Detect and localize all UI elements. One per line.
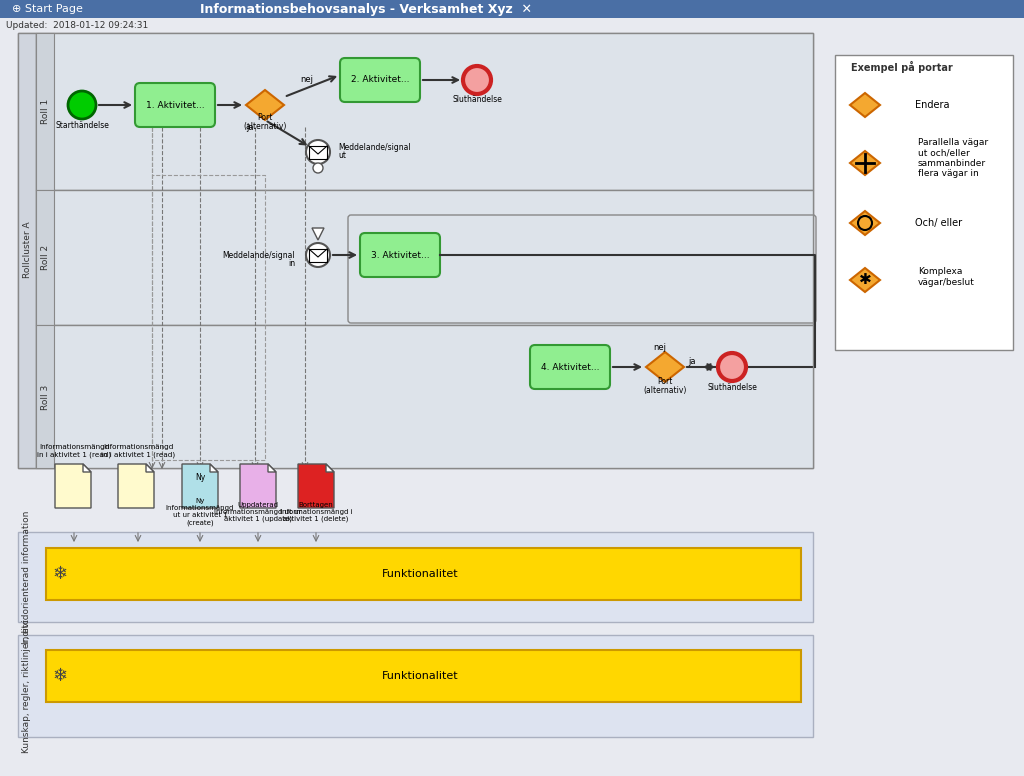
- Circle shape: [68, 91, 96, 119]
- Text: Kunskap, regler, riktlinjer, etc: Kunskap, regler, riktlinjer, etc: [23, 619, 32, 753]
- Polygon shape: [850, 211, 880, 235]
- Text: nej: nej: [300, 75, 313, 85]
- Text: Roll 3: Roll 3: [41, 384, 49, 410]
- Text: Port: Port: [257, 113, 272, 123]
- Text: Informationsmängd
in i aktivitet 1 (read): Informationsmängd in i aktivitet 1 (read…: [101, 444, 175, 458]
- Text: nej: nej: [653, 344, 667, 352]
- Polygon shape: [268, 464, 276, 472]
- Text: Informationsbehovsanalys - Verksamhet Xyz  ✕: Informationsbehovsanalys - Verksamhet Xy…: [200, 2, 532, 16]
- Text: Ny
Informationsmängd
ut ur aktivitet 1
(create): Ny Informationsmängd ut ur aktivitet 1 (…: [166, 498, 234, 526]
- Polygon shape: [83, 464, 91, 472]
- Bar: [36, 33, 54, 190]
- Circle shape: [313, 163, 323, 173]
- Bar: [36, 190, 813, 325]
- Bar: [18, 532, 813, 622]
- Text: (alternativ): (alternativ): [244, 122, 287, 130]
- Text: Meddelande/signal: Meddelande/signal: [338, 144, 411, 153]
- Bar: [18, 635, 813, 737]
- Polygon shape: [850, 93, 880, 117]
- FancyBboxPatch shape: [135, 83, 215, 127]
- Bar: [36, 325, 54, 468]
- Text: ✱: ✱: [859, 272, 871, 287]
- Text: Sluthändelse: Sluthändelse: [707, 383, 757, 392]
- Text: (alternativ): (alternativ): [643, 386, 687, 394]
- Text: Ny: Ny: [195, 473, 205, 483]
- Text: Funktionalitet: Funktionalitet: [382, 671, 459, 681]
- Text: Funktionalitet: Funktionalitet: [382, 569, 459, 579]
- Polygon shape: [55, 464, 91, 508]
- Text: Komplexa
vägar/beslut: Komplexa vägar/beslut: [918, 267, 975, 286]
- Text: Port: Port: [657, 377, 673, 386]
- Polygon shape: [246, 90, 284, 120]
- Bar: [46, 548, 801, 600]
- Polygon shape: [326, 464, 334, 472]
- Polygon shape: [646, 352, 684, 382]
- Text: Roll 2: Roll 2: [41, 244, 49, 269]
- Text: ❄: ❄: [52, 565, 68, 583]
- Polygon shape: [240, 464, 276, 508]
- Text: ⊕ Start Page: ⊕ Start Page: [12, 4, 83, 14]
- Bar: [36, 190, 54, 325]
- Polygon shape: [146, 464, 154, 472]
- FancyBboxPatch shape: [530, 345, 610, 389]
- Text: ja: ja: [246, 123, 254, 131]
- Polygon shape: [210, 464, 218, 472]
- Circle shape: [463, 66, 490, 94]
- Text: Individorienterad information: Individorienterad information: [23, 511, 32, 643]
- Text: Rollcluster A: Rollcluster A: [23, 222, 32, 279]
- Text: Borttagen
Informationsmängd i
aktivitet 1 (delete): Borttagen Informationsmängd i aktivitet …: [280, 502, 352, 522]
- Circle shape: [718, 353, 746, 381]
- Text: Roll 1: Roll 1: [41, 99, 49, 123]
- Polygon shape: [850, 268, 880, 292]
- FancyBboxPatch shape: [360, 233, 440, 277]
- Text: Parallella vägar
ut och/eller
sammanbinder
flera vägar in: Parallella vägar ut och/eller sammanbind…: [918, 138, 988, 178]
- Polygon shape: [118, 464, 154, 508]
- Text: 1. Aktivitet...: 1. Aktivitet...: [145, 101, 205, 109]
- Text: Uppdaterad
informationsmängd ut ur
aktivitet 1 (update): Uppdaterad informationsmängd ut ur aktiv…: [214, 502, 302, 522]
- Polygon shape: [182, 464, 218, 508]
- Text: Sluthändelse: Sluthändelse: [452, 95, 502, 105]
- Polygon shape: [850, 151, 880, 175]
- Polygon shape: [298, 464, 334, 508]
- Bar: [36, 33, 813, 190]
- Text: ut: ut: [338, 151, 346, 161]
- Text: in: in: [288, 258, 295, 268]
- Text: Starthändelse: Starthändelse: [55, 120, 109, 130]
- Bar: [46, 650, 801, 702]
- Polygon shape: [312, 228, 324, 240]
- Circle shape: [306, 243, 330, 267]
- Bar: [36, 325, 813, 468]
- FancyBboxPatch shape: [340, 58, 420, 102]
- Bar: [0, 0, 1024, 18]
- Text: ❄: ❄: [52, 667, 68, 685]
- Bar: [18, 33, 813, 468]
- Bar: [835, 55, 1013, 350]
- Text: Meddelande/signal: Meddelande/signal: [222, 251, 295, 259]
- Text: ja: ja: [688, 358, 695, 366]
- Circle shape: [306, 140, 330, 164]
- Text: 3. Aktivitet...: 3. Aktivitet...: [371, 251, 429, 259]
- Text: Exempel på portar: Exempel på portar: [851, 61, 953, 73]
- Bar: [18, 33, 36, 468]
- Text: Och/ eller: Och/ eller: [915, 218, 963, 228]
- Text: 2. Aktivitet...: 2. Aktivitet...: [351, 75, 410, 85]
- Text: Endera: Endera: [915, 100, 949, 110]
- Text: Informationsmängd
in i aktivitet 1 (read): Informationsmängd in i aktivitet 1 (read…: [37, 444, 111, 458]
- Text: 4. Aktivitet...: 4. Aktivitet...: [541, 362, 599, 372]
- Text: Updated:  2018-01-12 09:24:31: Updated: 2018-01-12 09:24:31: [6, 22, 148, 30]
